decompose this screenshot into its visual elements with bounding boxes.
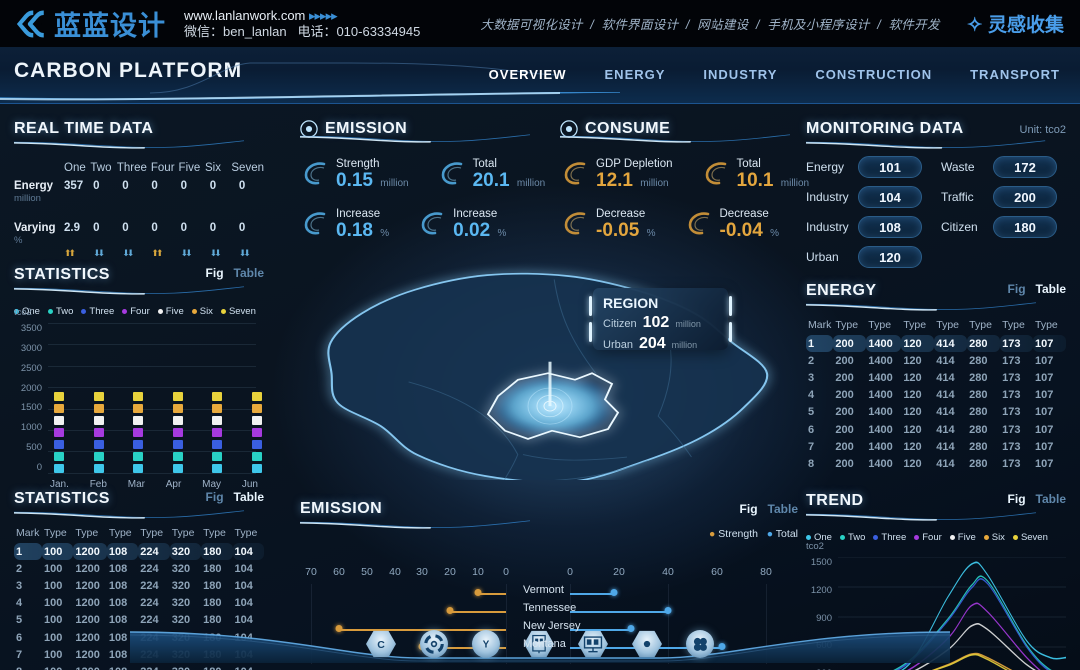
svg-text:C: C <box>377 639 385 651</box>
svg-text:Y: Y <box>483 639 490 650</box>
